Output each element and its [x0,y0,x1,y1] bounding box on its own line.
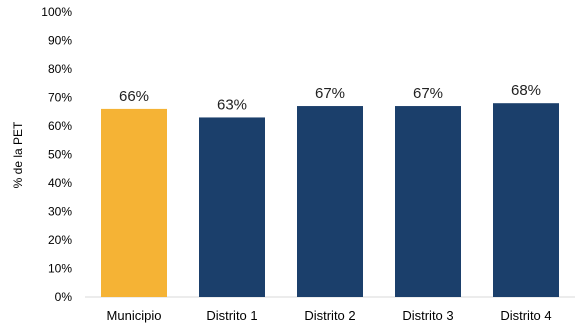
y-tick-label: 0% [55,290,73,304]
x-tick-label: Distrito 1 [206,308,257,323]
x-tick-label: Distrito 2 [304,308,355,323]
y-tick-label: 50% [48,148,72,162]
y-tick-label: 80% [48,62,72,76]
bars-group [101,103,559,298]
bar-municipio [101,108,167,298]
y-axis: 0% 10% 20% 30% 40% 50% 60% 70% 80% 90% 100% [41,5,72,304]
y-tick-label: 40% [48,176,72,190]
data-label: 67% [315,85,345,102]
x-axis: Municipio Distrito 1 Distrito 2 Distrito 3 D… [107,308,552,323]
y-tick-label: 60% [48,119,72,133]
y-tick-label: 70% [48,91,72,105]
data-label: 66% [119,88,149,105]
data-label: 68% [511,82,541,99]
data-label: 63% [217,96,247,113]
y-tick-label: 30% [48,205,72,219]
data-labels-group: 66% 63% 67% 67% 68% [119,82,541,113]
y-tick-label: 90% [48,34,72,48]
y-tick-label: 100% [41,5,72,19]
y-tick-label: 10% [48,262,72,276]
y-axis-label: % de la PET [11,121,25,188]
bar-distrito-3 [395,106,461,297]
y-tick-label: 20% [48,233,72,247]
x-tick-label: Municipio [107,308,162,323]
data-label: 67% [413,85,443,102]
bar-distrito-2 [297,106,363,297]
x-tick-label: Distrito 3 [402,308,453,323]
x-tick-label: Distrito 4 [500,308,551,323]
bar-distrito-4 [493,103,559,297]
bar-distrito-1 [199,117,265,297]
